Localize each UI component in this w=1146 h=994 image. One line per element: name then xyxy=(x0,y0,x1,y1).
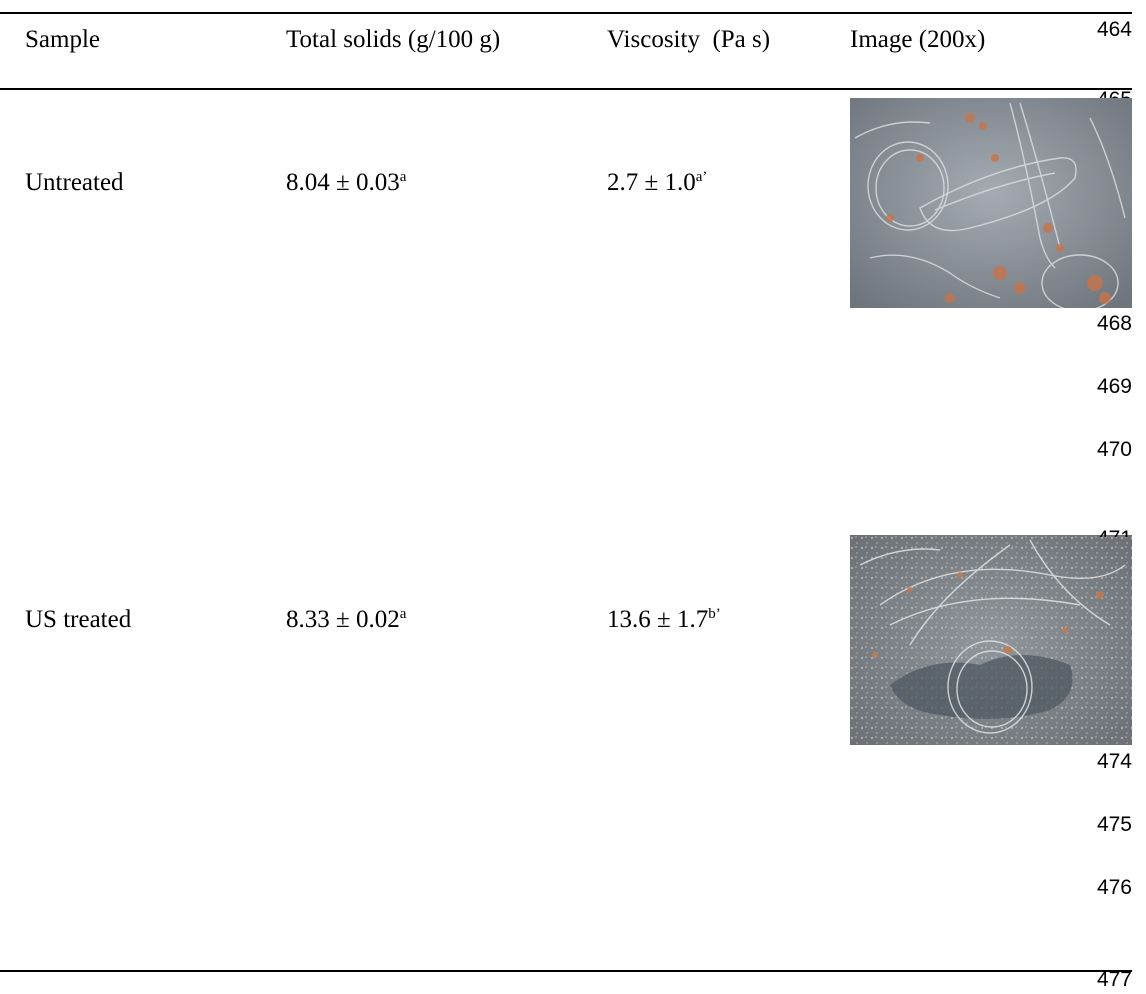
viscosity-value: 2.7 ± 1.0 xyxy=(607,169,696,196)
header-sample: Sample xyxy=(25,26,100,53)
viscosity-superscript: b’ xyxy=(708,606,721,622)
line-number: 468 xyxy=(1096,312,1132,335)
table-bottom-rule xyxy=(0,970,1132,972)
row-untreated-sample: Untreated xyxy=(25,169,124,196)
viscosity-value: 13.6 ± 1.7 xyxy=(607,606,709,633)
solids-superscript: a xyxy=(399,169,407,185)
row-untreated-viscosity: 2.7 ± 1.0a’ xyxy=(607,168,707,198)
line-number-partial: 471 xyxy=(1097,527,1132,537)
line-number: 476 xyxy=(1096,876,1132,899)
row-us-treated-solids: 8.33 ± 0.02a xyxy=(286,605,406,635)
line-number: 474 xyxy=(1096,750,1132,773)
header-image: Image (200x) xyxy=(850,26,986,53)
line-number: 470 xyxy=(1096,438,1132,461)
row-us-treated-sample: US treated xyxy=(25,606,132,633)
header-viscosity: Viscosity (Pa s) xyxy=(607,26,771,53)
solids-superscript: a xyxy=(399,606,407,622)
line-number-partial: 465 xyxy=(1097,88,1132,98)
table-header-rule xyxy=(0,88,1132,90)
micrograph-untreated xyxy=(850,98,1132,308)
line-number: 477 xyxy=(1096,968,1132,991)
row-untreated-solids: 8.04 ± 0.03a xyxy=(286,168,406,198)
row-us-treated-viscosity: 13.6 ± 1.7b’ xyxy=(607,605,721,635)
table-top-rule xyxy=(0,12,1132,14)
solids-value: 8.33 ± 0.02 xyxy=(286,606,400,633)
solids-value: 8.04 ± 0.03 xyxy=(286,169,400,196)
line-number: 464 xyxy=(1096,18,1132,41)
line-number: 469 xyxy=(1096,375,1132,398)
viscosity-superscript: a’ xyxy=(695,169,708,185)
header-total-solids: Total solids (g/100 g) xyxy=(286,26,501,53)
line-number: 475 xyxy=(1096,813,1132,836)
micrograph-us-treated xyxy=(850,535,1132,745)
